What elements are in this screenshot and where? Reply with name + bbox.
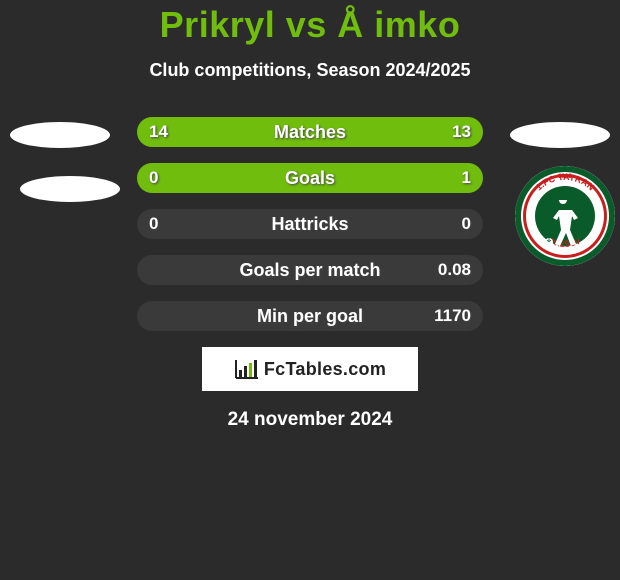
stat-label: Matches <box>137 117 483 147</box>
stat-row-mpg: Min per goal 1170 <box>137 301 483 331</box>
stat-label: Goals <box>137 163 483 193</box>
page-subtitle: Club competitions, Season 2024/2025 <box>0 46 620 81</box>
stat-right-value: 13 <box>452 117 471 147</box>
bar-chart-icon <box>234 358 260 380</box>
stat-label: Goals per match <box>137 255 483 285</box>
stat-right-value: 0 <box>462 209 471 239</box>
stats-container: 14 Matches 13 0 Goals 1 0 Hattricks 0 Go… <box>0 117 620 331</box>
stat-right-value: 1170 <box>434 301 471 331</box>
brand-box[interactable]: FcTables.com <box>202 347 418 391</box>
stat-right-value: 0.08 <box>438 255 471 285</box>
date-line: 24 november 2024 <box>0 409 620 431</box>
stat-right-value: 1 <box>462 163 471 193</box>
stat-row-goals: 0 Goals 1 <box>137 163 483 193</box>
brand-inner: FcTables.com <box>234 358 386 380</box>
stat-row-matches: 14 Matches 13 <box>137 117 483 147</box>
page-root: Prikryl vs Å imko Club competitions, Sea… <box>0 0 620 580</box>
stat-label: Hattricks <box>137 209 483 239</box>
page-title: Prikryl vs Å imko <box>0 0 620 46</box>
stat-row-hattricks: 0 Hattricks 0 <box>137 209 483 239</box>
brand-text: FcTables.com <box>264 359 386 380</box>
stat-row-gpm: Goals per match 0.08 <box>137 255 483 285</box>
stat-label: Min per goal <box>137 301 483 331</box>
